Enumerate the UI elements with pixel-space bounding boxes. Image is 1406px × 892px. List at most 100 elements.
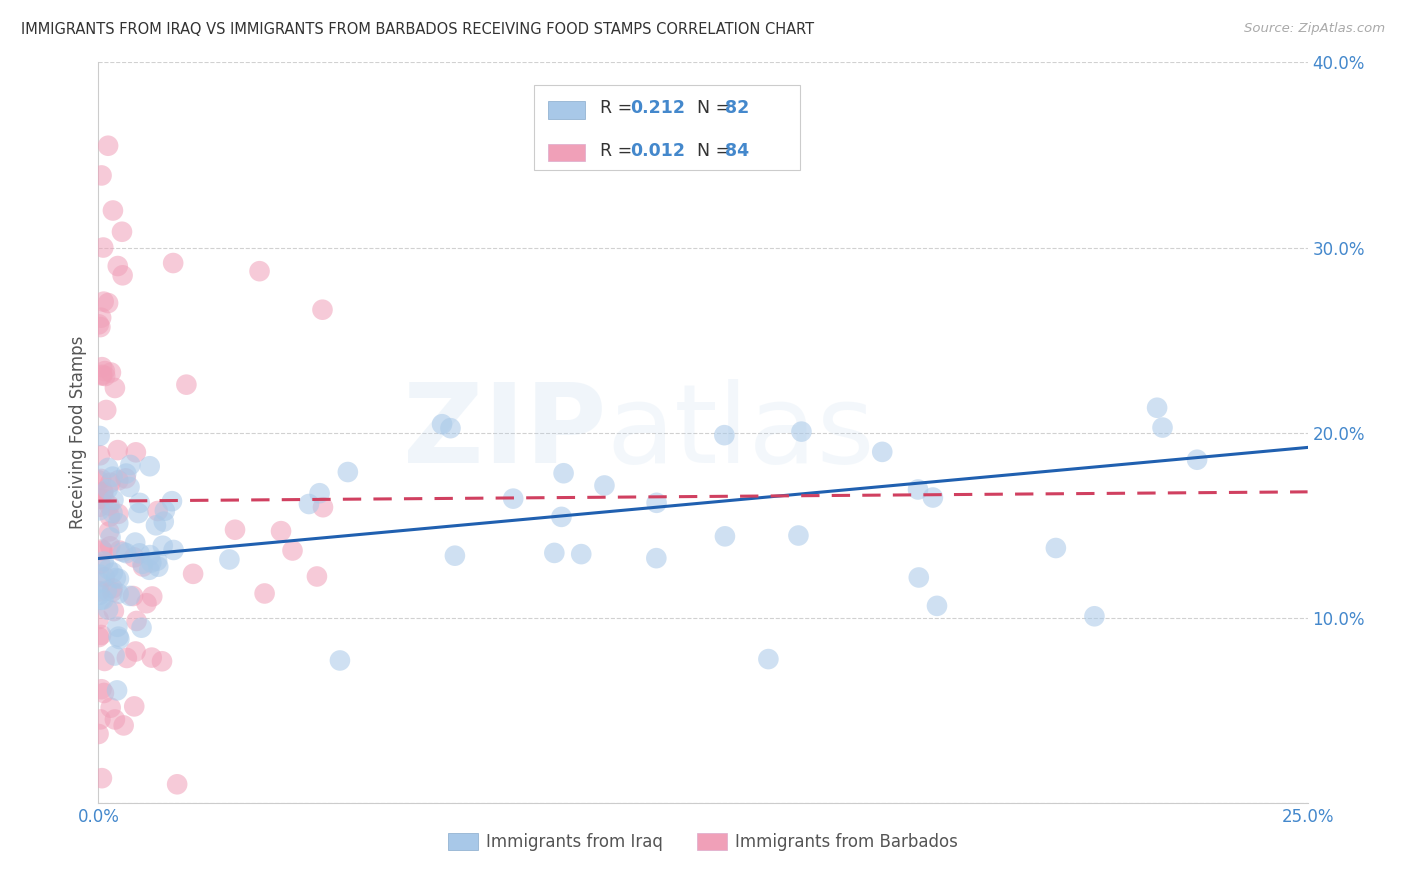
Point (91, 240, 114, 255)
Point (146, 554, 169, 568)
Point (94, 570, 117, 584)
FancyBboxPatch shape (548, 101, 585, 119)
Point (101, 584, 124, 599)
Point (148, 559, 170, 574)
Legend: Immigrants from Iraq, Immigrants from Barbados: Immigrants from Iraq, Immigrants from Ba… (441, 826, 965, 857)
Point (108, 543, 131, 558)
Point (115, 467, 138, 481)
Point (87, 727, 110, 741)
Point (93, 654, 115, 668)
Text: 84: 84 (724, 142, 749, 160)
Point (439, 421, 461, 435)
Point (125, 445, 148, 459)
Point (787, 528, 810, 542)
Point (89, 320, 111, 334)
Point (96, 403, 118, 417)
Point (312, 500, 335, 515)
Point (87, 612, 110, 626)
Point (101, 469, 124, 483)
Point (87, 318, 110, 332)
Point (89, 429, 111, 443)
Point (100, 530, 122, 544)
Point (89, 557, 111, 571)
Point (153, 504, 176, 518)
Point (89, 584, 111, 599)
Point (593, 478, 616, 492)
Point (145, 518, 167, 533)
Point (444, 549, 467, 563)
Point (870, 445, 893, 459)
Point (98, 524, 121, 539)
Point (91, 368, 114, 382)
Point (104, 713, 127, 727)
Text: R =: R = (600, 100, 638, 118)
Point (1152, 420, 1174, 434)
Point (122, 550, 145, 565)
Point (115, 651, 138, 665)
Point (502, 491, 524, 506)
Point (91, 368, 114, 383)
Point (181, 566, 204, 581)
Point (98, 539, 121, 553)
Point (97, 562, 120, 576)
Point (108, 572, 131, 586)
Point (713, 428, 735, 442)
Point (141, 590, 163, 604)
Text: N =: N = (697, 100, 735, 118)
Point (329, 653, 352, 667)
Point (97, 461, 120, 475)
Point (128, 546, 150, 560)
Point (176, 377, 198, 392)
Point (107, 630, 129, 644)
Point (166, 777, 188, 791)
Point (98, 499, 121, 513)
Point (111, 268, 134, 283)
Point (308, 486, 330, 500)
Point (131, 621, 153, 635)
Point (114, 471, 136, 485)
Point (90, 169, 112, 183)
Point (87, 630, 110, 644)
Point (543, 546, 565, 560)
Point (101, 203, 124, 218)
Point (138, 563, 160, 577)
Point (141, 650, 163, 665)
Point (111, 225, 134, 239)
Text: R =: R = (600, 142, 638, 160)
Point (103, 604, 125, 618)
Point (122, 699, 145, 714)
Text: 82: 82 (724, 100, 749, 118)
Point (101, 582, 124, 596)
Point (112, 545, 135, 559)
Point (100, 700, 122, 714)
Y-axis label: Receiving Food Stamps: Receiving Food Stamps (69, 336, 87, 529)
Point (925, 599, 948, 613)
Text: IMMIGRANTS FROM IRAQ VS IMMIGRANTS FROM BARBADOS RECEIVING FOOD STAMPS CORRELATI: IMMIGRANTS FROM IRAQ VS IMMIGRANTS FROM … (21, 22, 814, 37)
Point (101, 566, 124, 580)
Point (94, 364, 117, 378)
Point (131, 557, 153, 571)
Point (124, 644, 146, 658)
Point (90, 310, 112, 325)
Point (270, 524, 292, 538)
Point (89, 500, 111, 514)
Point (218, 552, 240, 566)
Point (93, 592, 115, 607)
Point (107, 507, 129, 521)
Point (1045, 541, 1067, 555)
Point (336, 465, 359, 479)
Point (553, 467, 575, 481)
Point (112, 718, 135, 732)
Point (107, 443, 129, 458)
Point (122, 589, 145, 603)
Point (430, 417, 453, 432)
Point (90, 771, 112, 785)
Point (90, 472, 112, 486)
Point (115, 546, 138, 560)
Point (138, 459, 160, 474)
Text: ZIP: ZIP (404, 379, 606, 486)
Point (107, 259, 129, 273)
Point (104, 381, 127, 395)
Point (90, 542, 112, 557)
Point (305, 569, 328, 583)
